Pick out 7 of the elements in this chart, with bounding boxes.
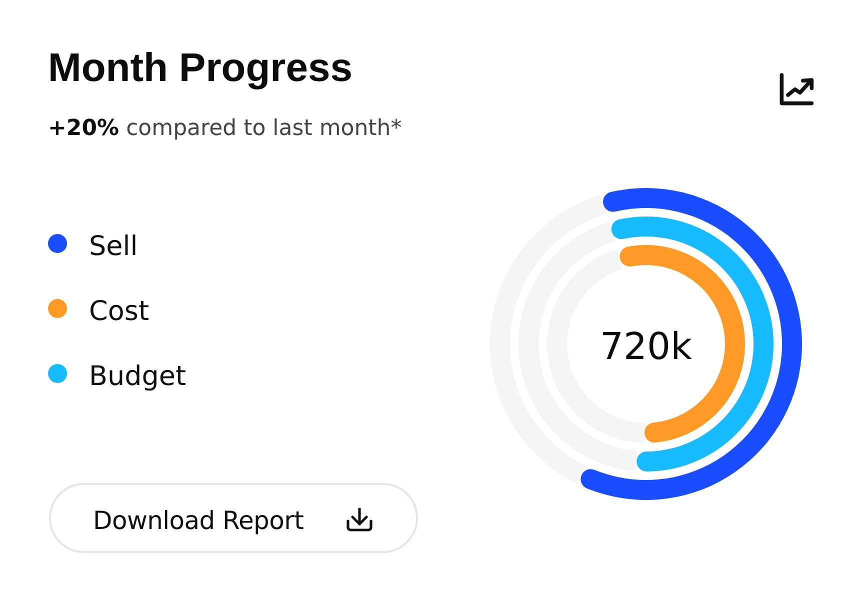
legend-label: Budget	[89, 361, 186, 392]
legend-label: Cost	[89, 296, 150, 327]
download-button: Download Report	[49, 483, 418, 553]
text: 720k	[600, 325, 692, 368]
chart-subtitle: +20% compared to last month*	[48, 116, 402, 141]
chart-title: Month Progress	[48, 46, 352, 90]
legend-label: Sell	[89, 231, 138, 262]
